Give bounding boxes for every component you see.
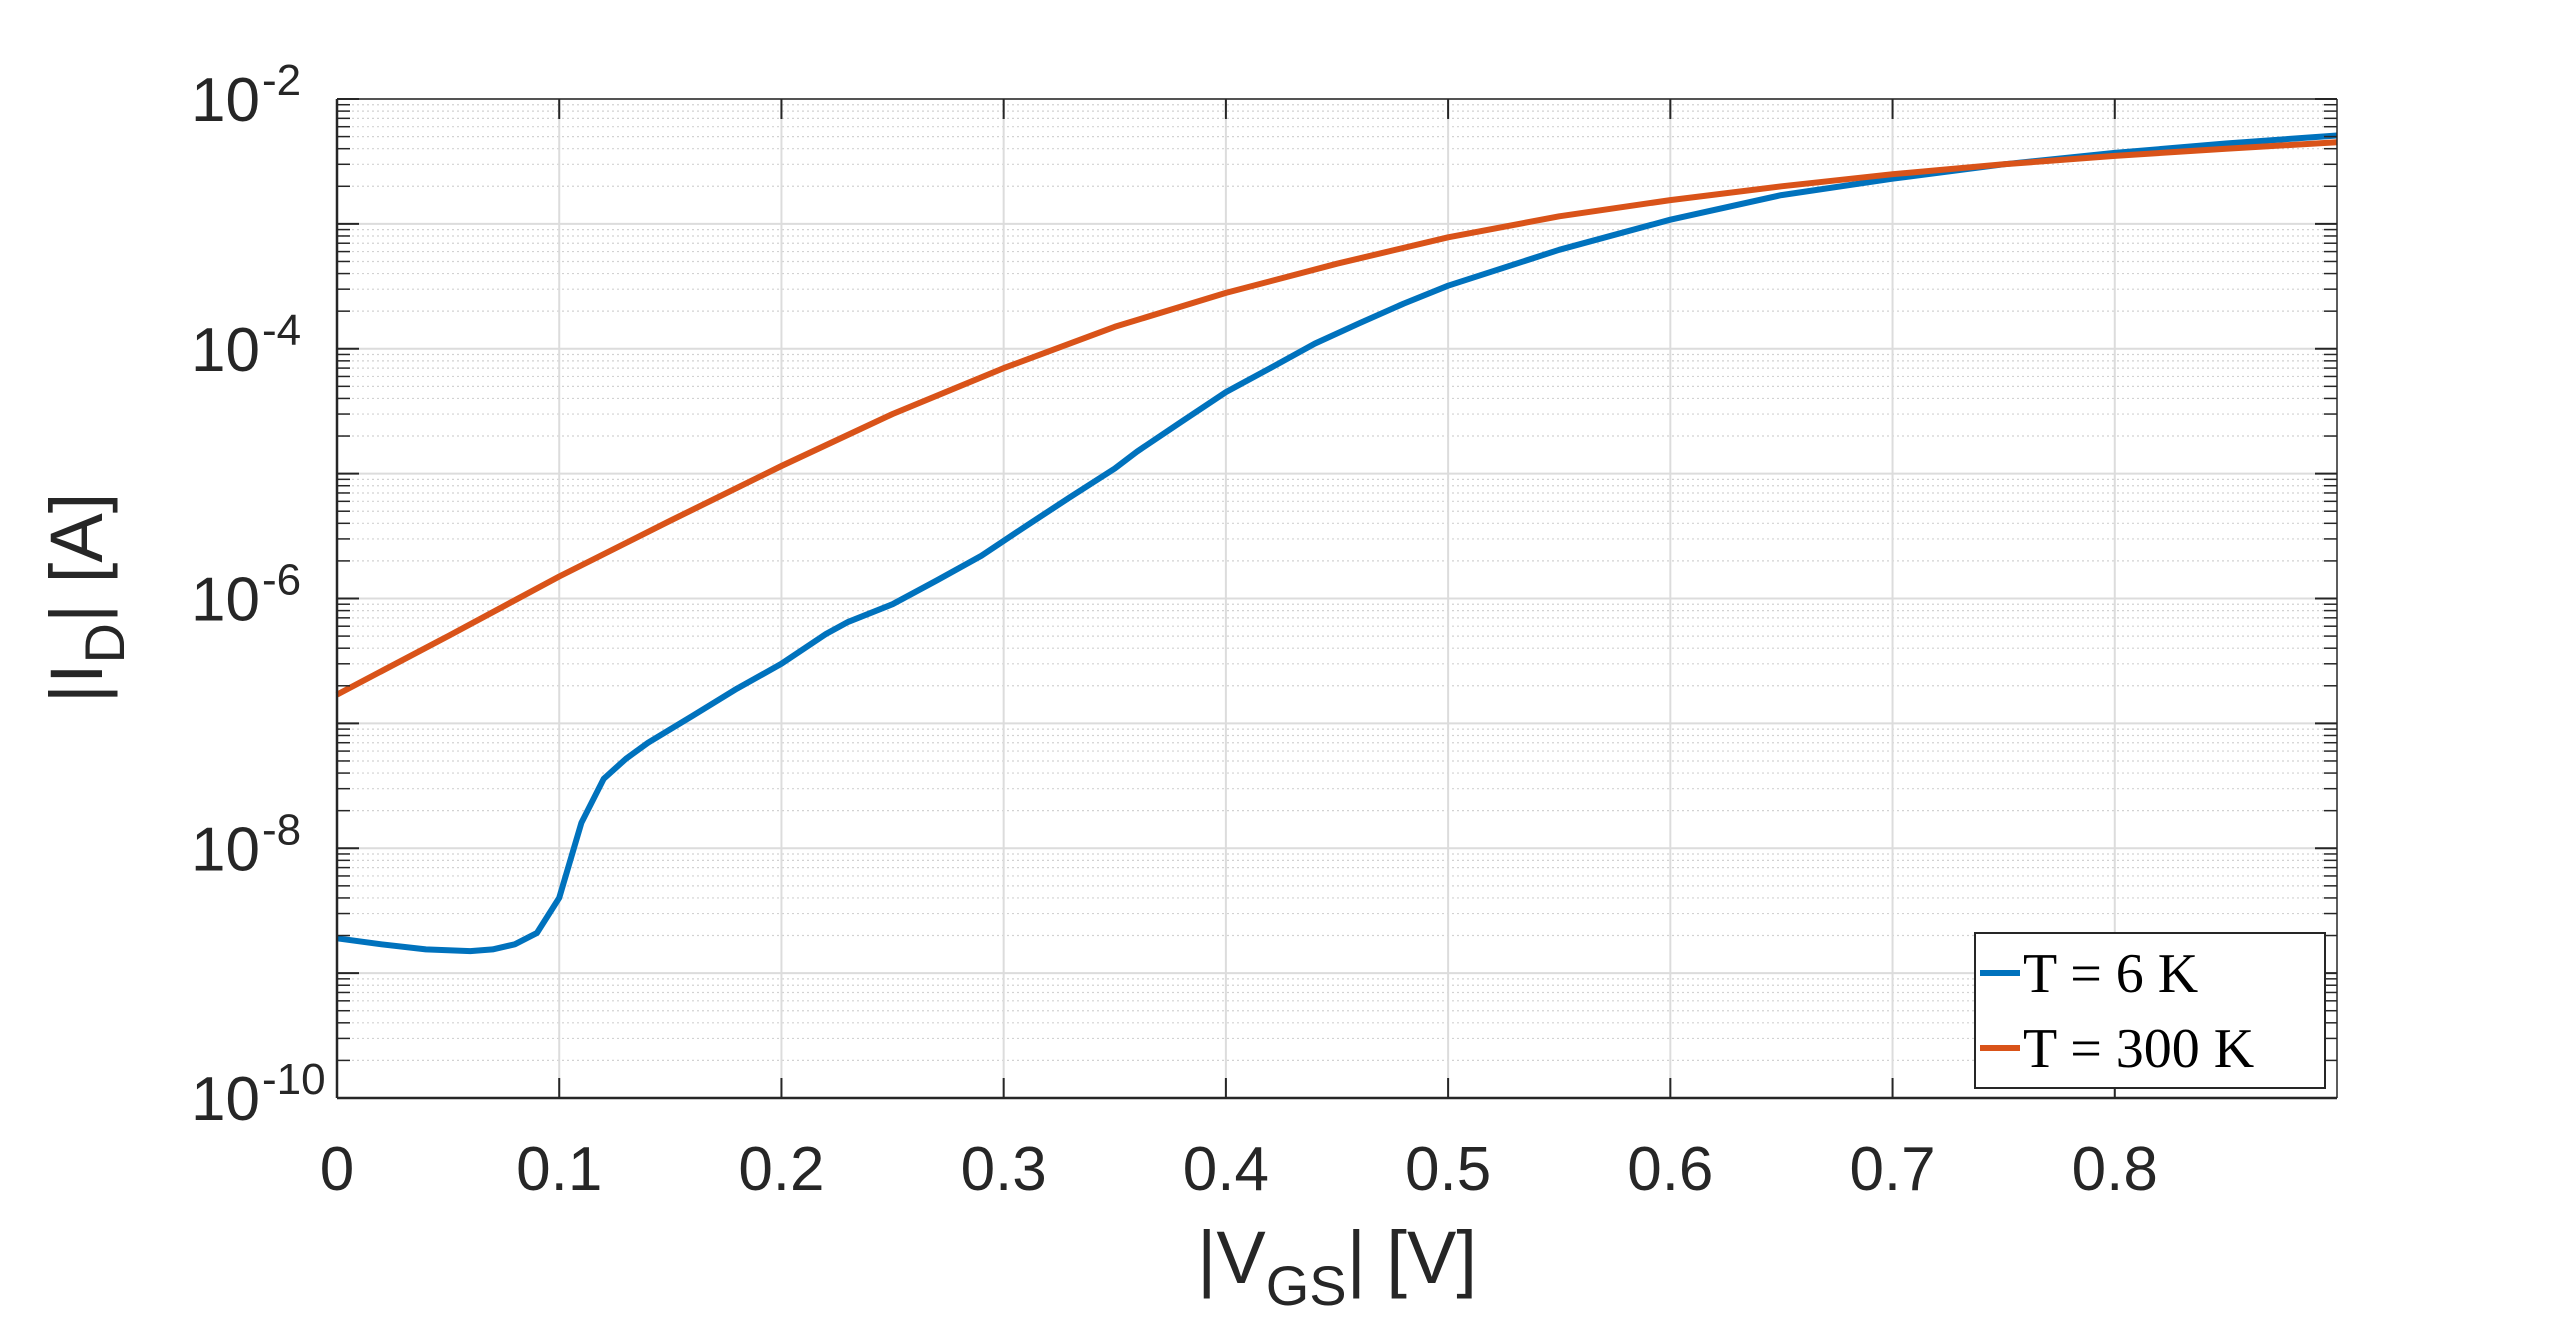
y-tick-label-exponent: -8 bbox=[262, 805, 301, 854]
y-axis-label: |ID| [A] bbox=[35, 493, 136, 704]
y-tick-label-exponent: -6 bbox=[262, 556, 301, 605]
series-layer bbox=[335, 132, 2338, 955]
y-tick-label: 10 -4 bbox=[191, 306, 301, 385]
x-axis-label: |VGS| [V] bbox=[1197, 1216, 1477, 1317]
x-tick-label: 0.1 bbox=[516, 1135, 602, 1204]
legend-label-0: T = 6 K bbox=[2023, 943, 2198, 1005]
y-tick-label: 10 -8 bbox=[191, 805, 301, 884]
x-tick-label: 0.5 bbox=[1405, 1135, 1491, 1204]
legend: T = 6 K T = 300 K bbox=[1974, 932, 2326, 1089]
x-tick-label: 0.3 bbox=[961, 1135, 1047, 1204]
axes-layer bbox=[335, 98, 2338, 1100]
x-tick-label: 0.7 bbox=[1849, 1135, 1935, 1204]
y-tick-label-base: 10 bbox=[191, 815, 260, 884]
x-tick-label: 0.2 bbox=[738, 1135, 824, 1204]
axis-labels: |VGS| [V] |ID| [A] bbox=[35, 493, 1477, 1317]
series-line-0 bbox=[336, 132, 2338, 955]
y-tick-label-exponent: -10 bbox=[262, 1055, 326, 1104]
y-tick-label-base: 10 bbox=[191, 1065, 260, 1134]
legend-box bbox=[1974, 932, 2326, 1089]
x-tick-label: 0 bbox=[320, 1135, 354, 1204]
y-tick-label-base: 10 bbox=[191, 66, 260, 135]
y-tick-label: 10 -6 bbox=[191, 556, 301, 635]
tick-labels: 0 0.1 0.2 0.3 0.4 0.5 0.6 0.7 0.810-1010-810-610… bbox=[191, 56, 2158, 1204]
legend-label-1: T = 300 K bbox=[2023, 1018, 2254, 1080]
y-tick-label: 10 -2 bbox=[191, 56, 301, 135]
x-tick-label: 0.4 bbox=[1183, 1135, 1269, 1204]
series-line-1 bbox=[335, 139, 2338, 698]
y-tick-label-exponent: -4 bbox=[262, 306, 301, 355]
x-tick-label: 0.8 bbox=[2072, 1135, 2158, 1204]
x-tick-label: 0.6 bbox=[1627, 1135, 1713, 1204]
y-tick-label-base: 10 bbox=[191, 316, 260, 385]
y-tick-label-exponent: -2 bbox=[262, 56, 301, 105]
y-tick-label: 10 -10 bbox=[191, 1055, 326, 1134]
y-tick-label-base: 10 bbox=[191, 566, 260, 635]
